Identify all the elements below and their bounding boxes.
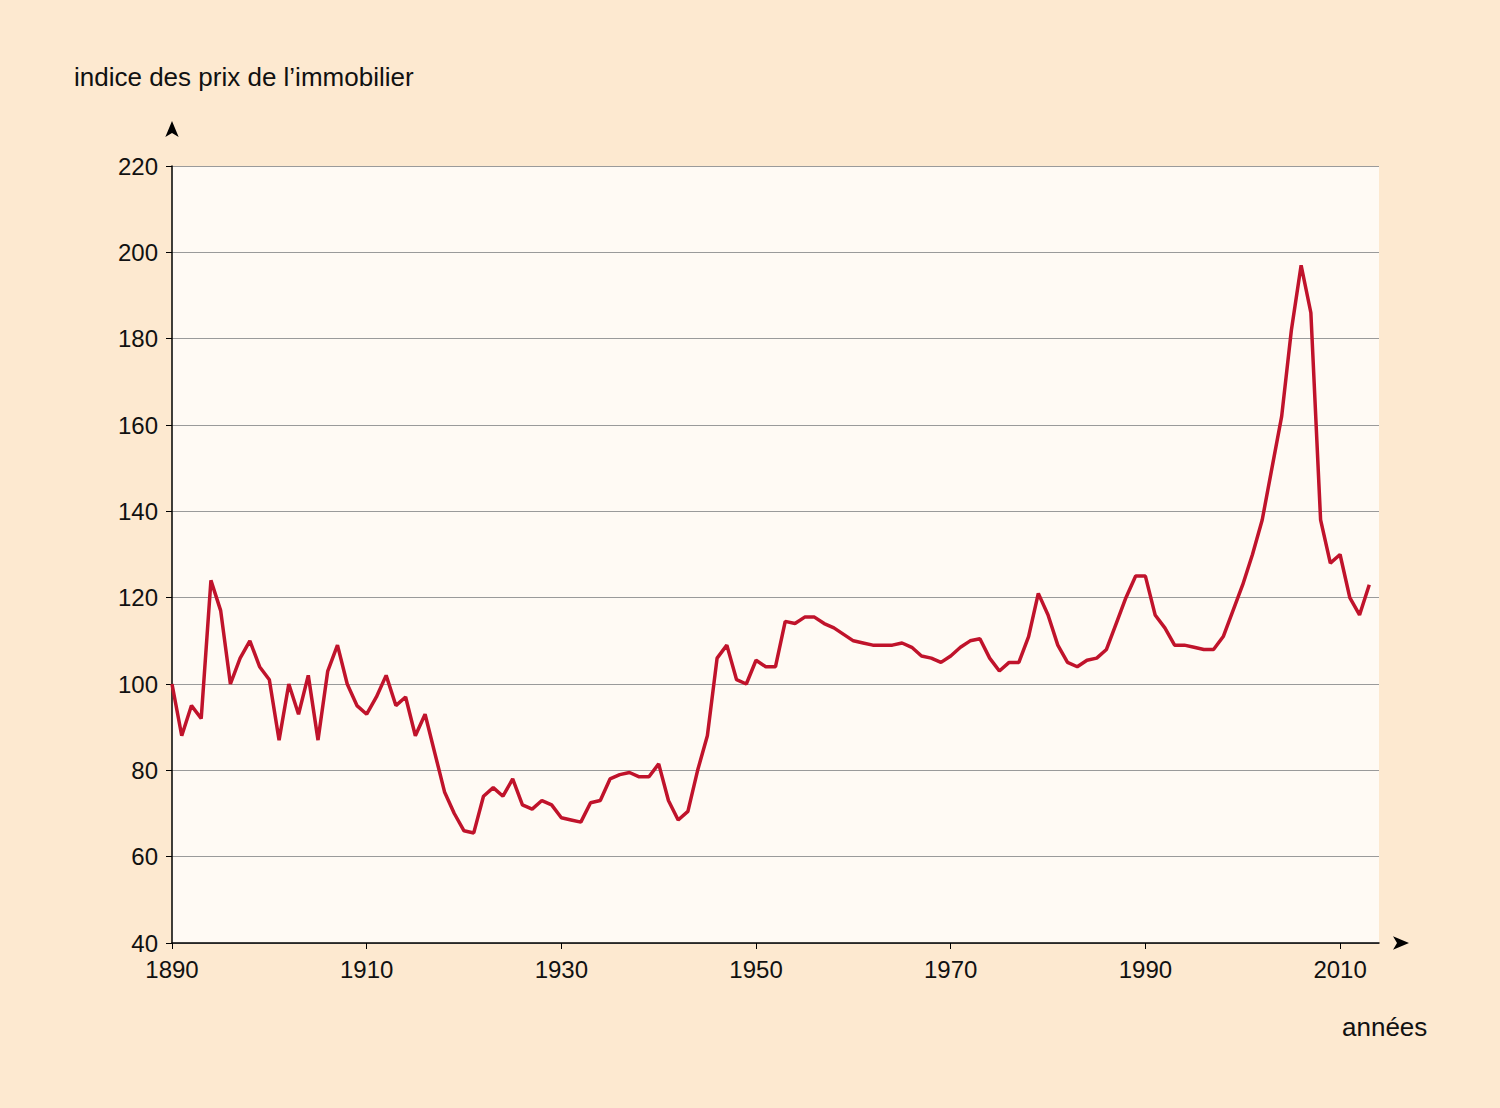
svg-text:200: 200 (118, 239, 158, 266)
svg-text:2010: 2010 (1313, 956, 1366, 983)
svg-text:160: 160 (118, 412, 158, 439)
svg-text:140: 140 (118, 498, 158, 525)
svg-text:80: 80 (131, 757, 158, 784)
svg-text:1970: 1970 (924, 956, 977, 983)
svg-text:120: 120 (118, 584, 158, 611)
svg-text:indice des prix de l’immobilie: indice des prix de l’immobilier (74, 62, 414, 92)
svg-text:60: 60 (131, 843, 158, 870)
svg-text:40: 40 (131, 930, 158, 957)
svg-text:180: 180 (118, 325, 158, 352)
svg-text:220: 220 (118, 153, 158, 180)
svg-text:1910: 1910 (340, 956, 393, 983)
svg-text:100: 100 (118, 671, 158, 698)
svg-text:1890: 1890 (145, 956, 198, 983)
svg-text:années: années (1342, 1012, 1427, 1042)
svg-text:1930: 1930 (535, 956, 588, 983)
svg-text:1950: 1950 (729, 956, 782, 983)
svg-text:1990: 1990 (1119, 956, 1172, 983)
